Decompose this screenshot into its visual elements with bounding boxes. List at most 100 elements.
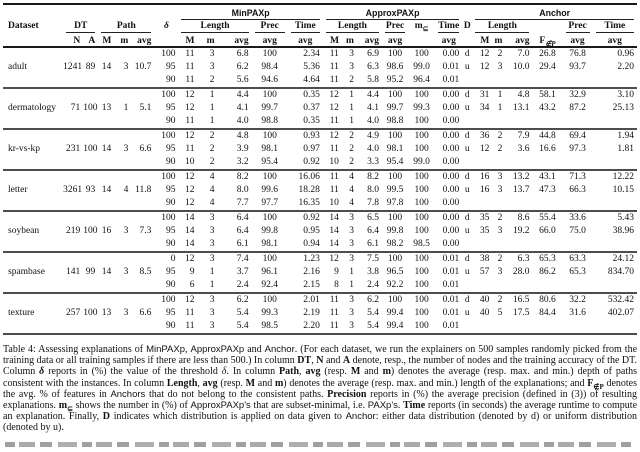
cell-dt-a (83, 320, 99, 335)
cell-min-prec: 99.3 (261, 308, 278, 318)
caption-segment: ApproxPAXp's (190, 400, 251, 412)
cell-apx-m-subset: 98.5 (413, 239, 430, 249)
caption-segment: . (397, 400, 404, 412)
table-row: 0 12 3 7.4 100 1.23 12 3 7.5 100 100 0.01 d 38 2 6.3 65.… (3, 251, 637, 266)
cell-min-len-min: 3 (197, 320, 218, 335)
cell-apx-m-subset: 100 (414, 49, 429, 59)
cell-anc-time: 834.70 (607, 267, 634, 277)
cell-apx-m-subset: 100 (408, 169, 436, 184)
table-row: 100 12 4 8.2 100 16.06 11 4 8.2 100 100 0.00 d 16 3 13.… (3, 169, 637, 184)
col-header-anc-prec: Prec (563, 20, 593, 33)
cell-delta: 95 (165, 185, 176, 195)
cell-path-min: 1 (123, 103, 129, 113)
cell-min-prec: 100 (251, 87, 288, 102)
cell-dt-n: 1241 (63, 62, 83, 72)
cell-min-time: 4.64 (303, 75, 320, 85)
col-header-min-prec: Prec (252, 20, 288, 33)
caption-segment: ⊆ (67, 405, 73, 414)
cell-distribution: d (462, 292, 473, 307)
caption-segment: DT (297, 355, 312, 367)
cell-min-len-avg: 5.4 (236, 308, 249, 318)
cell-dt-a (83, 74, 98, 88)
cell-path-max (98, 251, 115, 266)
cell-path-avg (131, 197, 154, 211)
cell-distribution (462, 238, 472, 252)
cell-min-len-max: 11 (185, 308, 195, 318)
cell-path-avg: 11.8 (135, 185, 152, 195)
caption-segment: M (245, 377, 256, 389)
cell-apx-prec: 99.7 (386, 103, 404, 113)
cell-anc-len-avg: 13.2 (505, 169, 533, 184)
cell-path-min (114, 238, 131, 252)
cell-apx-m-subset: 100 (414, 267, 429, 277)
cell-apx-time: 0.00 (442, 116, 460, 126)
cell-apx-len-avg: 7.5 (356, 251, 382, 266)
cell-apx-time: 0.00 (442, 185, 460, 195)
cell-apx-len-max: 11 (329, 49, 339, 59)
cell-apx-len-min: 2 (349, 144, 354, 154)
cell-apx-m-subset: 100 (408, 210, 436, 225)
cell-distribution (462, 74, 472, 88)
cell-anc-f-notin-p (532, 156, 562, 170)
cell-distribution: u (464, 144, 470, 154)
cell-dt-a (83, 47, 98, 61)
cell-min-len-avg: 7.7 (236, 198, 249, 208)
cell-min-len-min: 3 (209, 49, 215, 59)
cell-dt-n (63, 74, 83, 88)
cell-anc-len-min: 2 (492, 251, 506, 266)
cell-min-prec: 100 (251, 251, 288, 266)
cell-dt-a: 89 (85, 62, 96, 72)
cell-path-min: 3 (123, 308, 129, 318)
cell-anc-len-min (492, 320, 506, 335)
cell-apx-time: 0.01 (435, 320, 463, 335)
cell-dt-a (83, 156, 98, 170)
cell-anc-len-avg (505, 238, 532, 252)
cell-apx-len-avg: 4.0 (367, 116, 379, 126)
cell-path-min (114, 251, 132, 266)
cell-apx-len-avg: 4.0 (367, 144, 379, 154)
cell-dt-n: 219 (65, 226, 81, 236)
cell-dataset (3, 197, 63, 211)
col-header-apx-len-avg: avg (356, 33, 382, 48)
cell-anc-len-max (472, 197, 492, 211)
cell-dataset (3, 128, 64, 143)
cell-apx-prec: 98.6 (386, 62, 404, 72)
cell-dt-n: 257 (65, 308, 81, 318)
cell-delta: 100 (161, 49, 176, 59)
cell-min-len-avg: 6.2 (236, 62, 249, 72)
cell-dt-a (83, 210, 99, 225)
cell-min-len-avg: 6.4 (236, 226, 249, 236)
cell-apx-len-min: 3 (349, 308, 354, 318)
cell-min-prec: 98.4 (261, 62, 278, 72)
cell-min-len-max: 11 (185, 49, 195, 59)
cell-dataset (3, 74, 63, 88)
cell-distribution: u (464, 226, 470, 236)
col-header-anc-time: Time (593, 20, 637, 33)
cell-min-len-max: 12 (185, 185, 195, 195)
cell-anc-prec (563, 238, 593, 252)
caption-segment: MinPAXp (146, 344, 186, 355)
cell-path-min: 3 (123, 226, 129, 236)
cell-dt-n (63, 169, 84, 184)
cell-apx-len-avg: 8.0 (367, 185, 379, 195)
cell-anc-time (593, 279, 637, 293)
header-row-groups: Dataset δ MinPAXp ApproxPAXp Anchor (3, 4, 637, 48)
cell-apx-prec: 96.5 (386, 267, 404, 277)
cell-anc-len-max (472, 115, 492, 129)
cell-apx-len-min: 3 (349, 226, 354, 236)
col-header-apx-len-max: M (322, 33, 342, 48)
cell-dt-a: 100 (83, 226, 98, 236)
cell-apx-prec: 98.8 (386, 116, 404, 126)
cell-anc-f-notin-p: 65.3 (532, 251, 563, 266)
cell-distribution: u (464, 103, 470, 113)
cell-path-max (98, 169, 115, 184)
cell-delta: 90 (165, 75, 176, 85)
col-header-apx-length: Length (323, 20, 382, 33)
cell-min-time: 2.19 (303, 308, 320, 318)
cell-anc-len-avg: 13.1 (512, 103, 530, 113)
cell-path-max (98, 87, 115, 102)
cell-apx-len-max: 12 (322, 87, 342, 102)
cell-apx-len-avg: 6.3 (367, 62, 379, 72)
cell-path-avg (131, 238, 154, 252)
cell-min-time: 0.97 (303, 144, 320, 154)
